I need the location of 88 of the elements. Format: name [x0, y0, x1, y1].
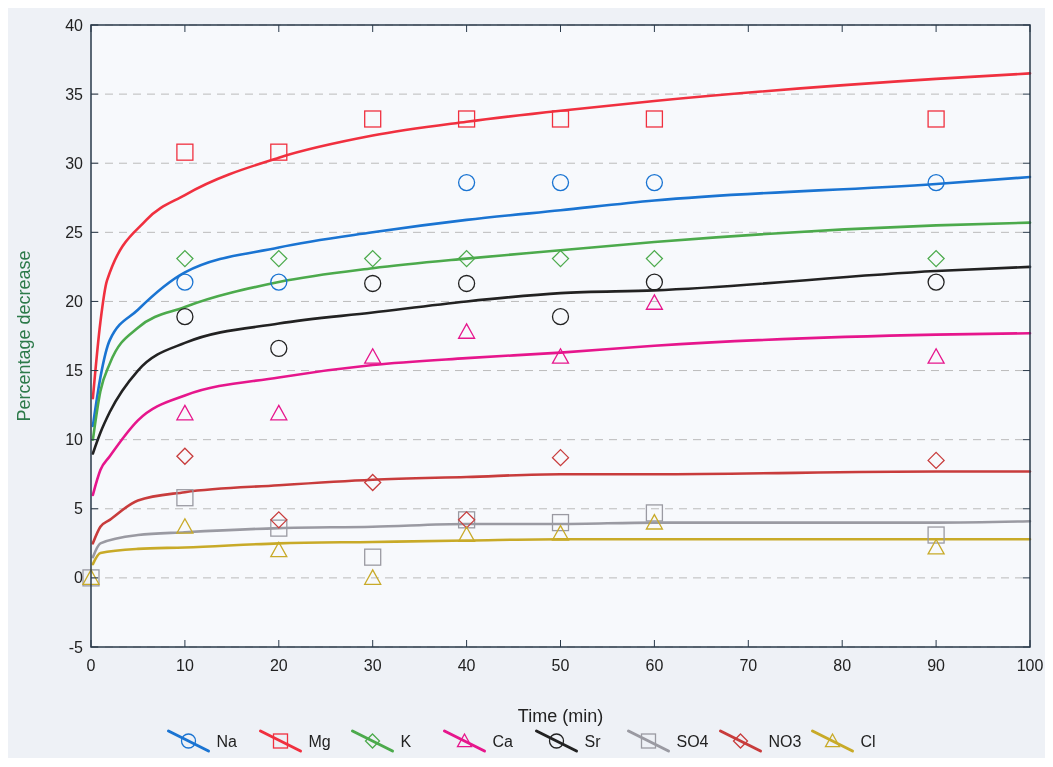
point	[364, 110, 382, 128]
point	[270, 511, 288, 529]
y-tick-label: 35	[65, 85, 84, 103]
point	[270, 404, 288, 421]
point	[364, 569, 382, 585]
legend-label: Mg	[308, 732, 331, 750]
point	[176, 489, 194, 507]
x-tick-label: 90	[927, 657, 946, 674]
point	[457, 274, 476, 293]
point	[927, 249, 945, 268]
y-tick-label: 20	[65, 293, 84, 311]
x-tick-label: 80	[833, 657, 852, 674]
x-tick-label: 70	[739, 657, 758, 674]
legend-label: Cl	[860, 732, 876, 750]
point	[927, 526, 945, 544]
x-tick-label: 100	[1016, 657, 1044, 674]
point	[645, 504, 664, 522]
point	[364, 348, 382, 364]
legend-label: Ca	[492, 732, 514, 750]
y-tick-label: -5	[68, 638, 84, 656]
point	[176, 404, 194, 421]
line-series	[91, 331, 1032, 497]
y-tick-label: 10	[65, 431, 84, 449]
line-series	[91, 265, 1032, 455]
x-tick-label: 10	[176, 657, 194, 674]
point	[457, 110, 476, 128]
y-tick-label: 25	[65, 223, 84, 241]
point	[457, 249, 476, 268]
point	[176, 308, 194, 326]
y-tick-label: 0	[74, 569, 84, 587]
x-tick-label: 60	[645, 657, 664, 674]
point	[176, 273, 194, 291]
point	[927, 173, 945, 192]
point	[551, 110, 570, 128]
point	[927, 538, 945, 555]
point	[364, 249, 382, 268]
point	[176, 447, 194, 465]
point	[551, 525, 570, 541]
y-tick-label: 30	[65, 154, 84, 172]
x-axis-title: Time (min)	[517, 706, 604, 726]
point	[645, 273, 664, 291]
point	[645, 294, 664, 310]
point	[176, 249, 194, 268]
point	[551, 448, 570, 467]
point	[551, 348, 570, 364]
point	[270, 273, 288, 291]
point	[364, 274, 382, 293]
x-tick-label: 20	[269, 657, 288, 674]
point	[645, 173, 664, 192]
line-series	[91, 175, 1032, 428]
legend-label: Na	[216, 732, 238, 750]
point	[645, 249, 664, 268]
legend-label: Sr	[584, 732, 602, 750]
point	[457, 323, 476, 339]
point	[270, 541, 288, 558]
line-series	[91, 72, 1032, 400]
x-tick-label: 40	[457, 657, 476, 674]
point	[270, 249, 288, 268]
point	[645, 513, 664, 530]
point	[645, 110, 664, 128]
point	[551, 513, 570, 532]
y-axis-title: Percentage decrease	[14, 250, 34, 422]
point	[551, 308, 570, 326]
legend-label: NO3	[768, 732, 802, 750]
y-tick-label: 5	[74, 500, 84, 518]
point	[176, 143, 194, 161]
x-tick-label: 0	[86, 657, 96, 674]
point	[927, 348, 945, 364]
point	[270, 339, 288, 358]
point	[927, 451, 945, 470]
point	[270, 143, 288, 161]
point	[551, 249, 570, 268]
point	[364, 548, 382, 566]
point	[270, 519, 288, 537]
line-series	[91, 221, 1032, 441]
point	[457, 173, 476, 192]
point	[176, 518, 194, 534]
point	[364, 473, 382, 492]
y-tick-label: 15	[65, 362, 84, 380]
legend-label: SO4	[676, 732, 709, 750]
x-tick-label: 30	[363, 657, 382, 674]
point	[927, 273, 945, 291]
point	[551, 173, 570, 192]
y-tick-label: 40	[65, 16, 84, 34]
legend-label: K	[400, 732, 412, 750]
x-tick-label: 50	[551, 657, 570, 674]
point	[927, 110, 945, 128]
point	[457, 526, 476, 543]
